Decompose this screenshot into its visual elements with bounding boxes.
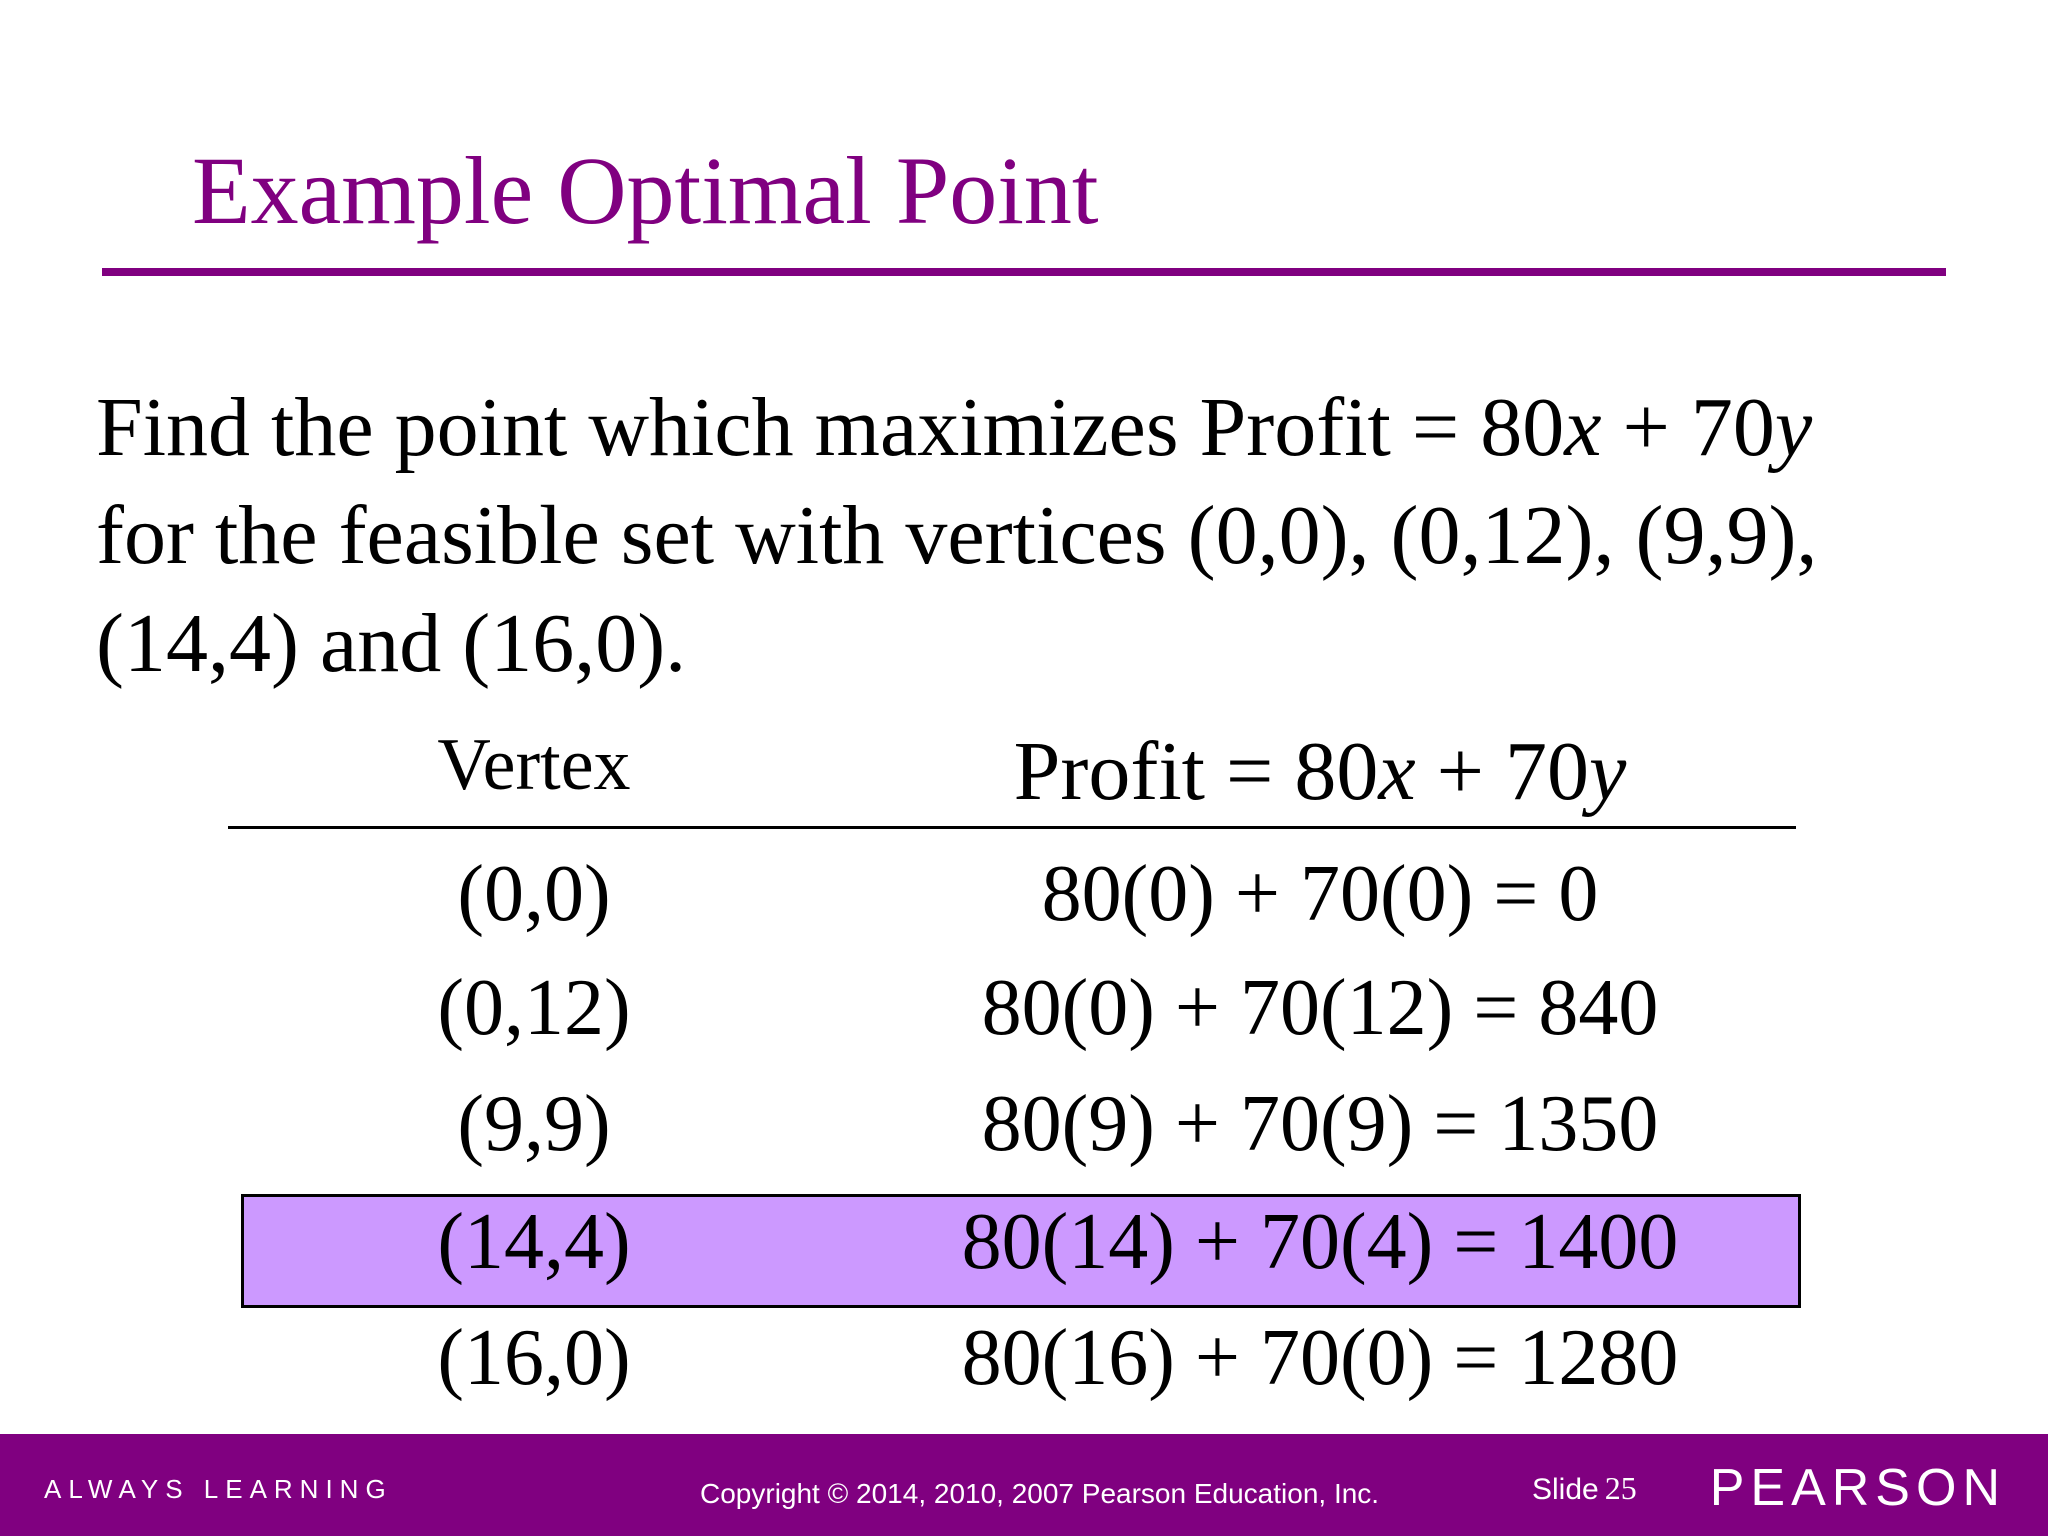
profit-cell: 80(0) + 70(12) = 840 (981, 964, 1659, 1052)
footer-bar: ALWAYS LEARNING Copyright © 2014, 2010, … (0, 1434, 2048, 1536)
slide-title: Example Optimal Point (192, 137, 1099, 244)
problem-line-1: Find the point which maximizes Profit = … (96, 374, 1817, 482)
column-header-profit: Profit = 80x + 70y (930, 730, 1710, 814)
table-row: (9,9) 80(9) + 70(9) = 1350 (0, 1068, 2048, 1180)
vertex-cell: (16,0) (437, 1314, 631, 1402)
header-variable-x: x (1378, 725, 1416, 818)
header-profit-text: Profit = 80 (1013, 725, 1379, 818)
problem-line-3: (14,4) and (16,0). (96, 597, 687, 690)
optimal-row-highlight (241, 1194, 1801, 1308)
footer-tagline: ALWAYS LEARNING (44, 1474, 393, 1504)
slide-label: Slide (1532, 1473, 1599, 1506)
variable-x: x (1564, 381, 1602, 474)
table-row: (0,12) 80(0) + 70(12) = 840 (0, 952, 2048, 1064)
profit-cell: 80(9) + 70(9) = 1350 (981, 1080, 1659, 1168)
header-profit-plus: + 70 (1415, 725, 1590, 818)
variable-y: y (1774, 381, 1813, 474)
vertex-cell: (0,0) (457, 850, 611, 938)
table-row: (0,0) 80(0) + 70(0) = 0 (0, 838, 2048, 950)
vertex-cell: (9,9) (457, 1080, 611, 1168)
profit-cell: 80(0) + 70(0) = 0 (1041, 850, 1599, 938)
profit-cell: 80(14) + 70(4) = 1400 (961, 1198, 1679, 1286)
pearson-logo: PEARSON (1709, 1459, 2006, 1517)
table-row: (16,0) 80(16) + 70(0) = 1280 (0, 1302, 2048, 1414)
problem-statement: Find the point which maximizes Profit = … (96, 374, 1817, 698)
problem-line-2: for the feasible set with vertices (0,0)… (96, 489, 1818, 582)
vertex-cell: (0,12) (437, 964, 631, 1052)
slide-number: Slide 25 (1532, 1470, 1637, 1507)
vertex-cell: (14,4) (437, 1198, 631, 1286)
footer-copyright: Copyright © 2014, 2010, 2007 Pearson Edu… (700, 1478, 1380, 1509)
table-header-divider (228, 826, 1796, 829)
problem-line-1-text: Find the point which maximizes Profit = … (96, 381, 1565, 474)
slide-number-value: 25 (1604, 1470, 1637, 1506)
profit-cell: 80(16) + 70(0) = 1280 (961, 1314, 1679, 1402)
title-divider (102, 268, 1946, 276)
problem-line-1-plus: + 70 (1601, 381, 1775, 474)
header-variable-y: y (1589, 725, 1627, 818)
column-header-vertex: Vertex (437, 724, 631, 806)
table-row-optimal: (14,4) 80(14) + 70(4) = 1400 (0, 1186, 2048, 1298)
